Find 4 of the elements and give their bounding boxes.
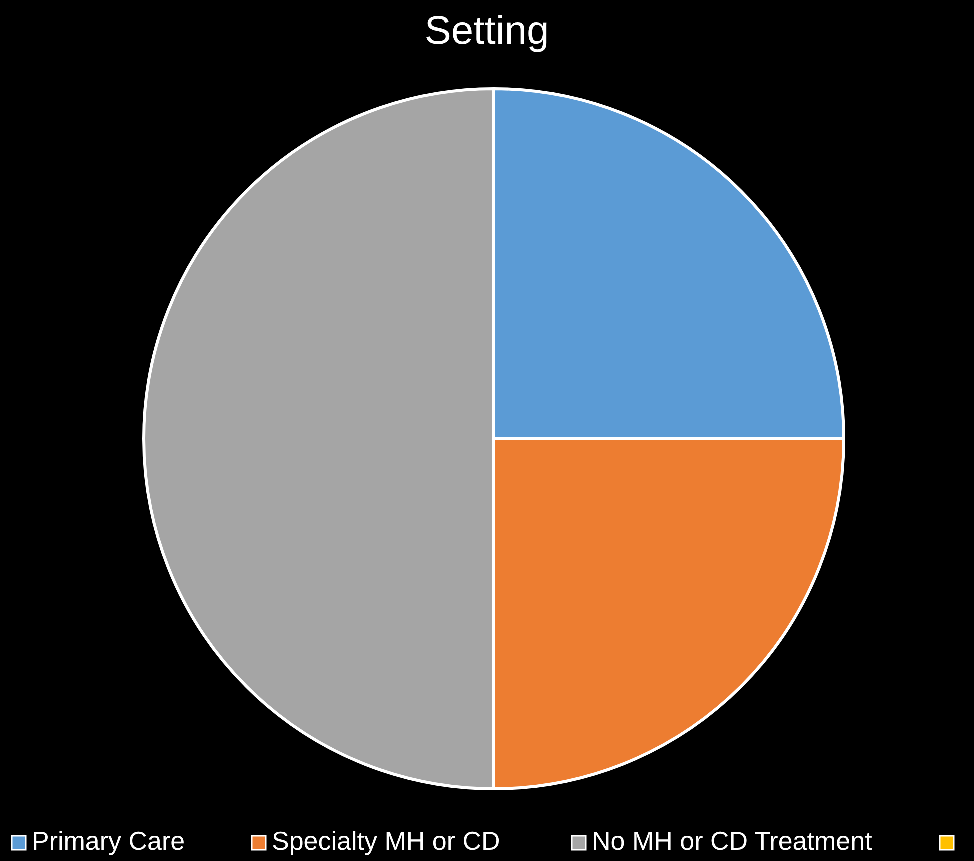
legend-label: Primary Care [32,826,186,856]
chart-title: Setting [424,9,550,53]
legend-label: No MH or CD Treatment [592,826,874,856]
legend-label: Specialty MH or CD [272,826,500,856]
